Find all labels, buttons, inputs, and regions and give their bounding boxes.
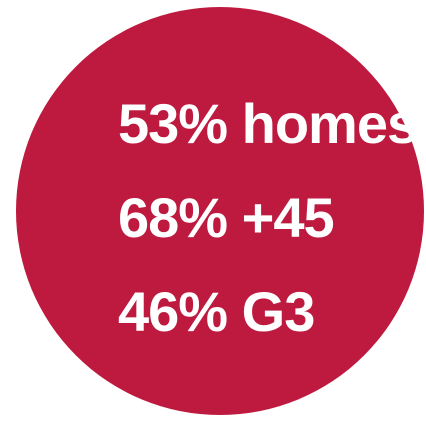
stat-g3: 46% G3 xyxy=(118,280,315,343)
stat-homes: 53% homes xyxy=(118,92,418,155)
stats-circle xyxy=(16,7,424,415)
stat-plus-45: 68% +45 xyxy=(118,186,335,249)
